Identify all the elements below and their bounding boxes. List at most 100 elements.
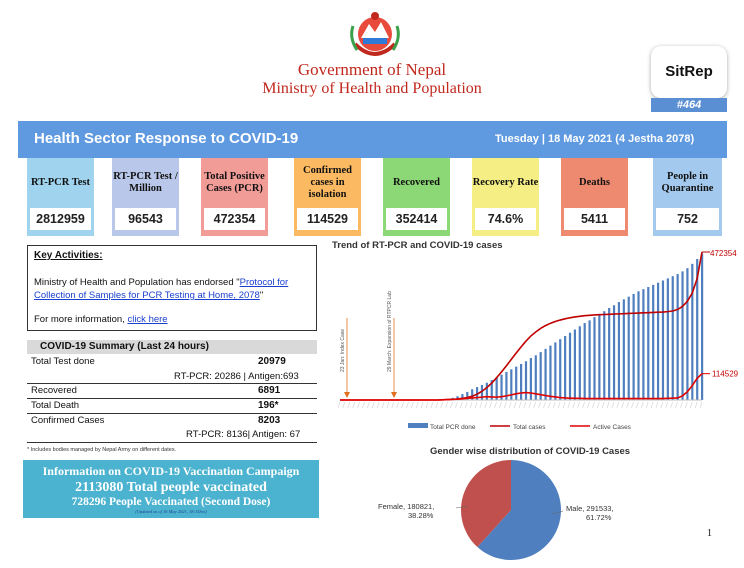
pcr-bar	[495, 377, 498, 400]
x-tick	[440, 401, 444, 409]
x-tick	[567, 401, 571, 409]
vaccination-second-dose: 728296 People Vaccinated (Second Dose)	[71, 496, 271, 508]
x-tick	[641, 401, 644, 409]
x-tick	[699, 401, 703, 409]
ka-text-before: Ministry of Health and Population has en…	[34, 277, 240, 288]
title-banner	[18, 121, 727, 158]
x-tick	[430, 401, 434, 409]
stat-card-value: 2812959	[30, 208, 91, 230]
pcr-bar	[696, 258, 699, 400]
pcr-bar	[583, 323, 586, 400]
stat-card: Recovery Rate 74.6%	[472, 158, 539, 236]
total-test-breakdown: RT-PCR: 20286 | Antigen:693	[174, 371, 299, 382]
pcr-bar	[564, 335, 567, 400]
pcr-bar	[647, 286, 650, 400]
x-tick	[587, 401, 590, 409]
divider	[27, 442, 317, 443]
x-tick	[557, 401, 561, 409]
x-tick	[577, 401, 580, 409]
pcr-bar	[534, 355, 537, 400]
stat-card: Deaths 5411	[561, 158, 628, 236]
pcr-bar	[627, 296, 630, 400]
pcr-bar	[598, 313, 601, 400]
stat-card: Confirmed cases in isolation 114529	[294, 158, 361, 236]
x-tick	[650, 401, 654, 409]
banner-title: Health Sector Response to COVID-19	[34, 130, 299, 147]
sitrep-label: SitRep	[665, 63, 713, 80]
pcr-bar	[510, 369, 513, 400]
pcr-bar	[515, 366, 518, 400]
male-label: Male, 291533,	[566, 504, 614, 513]
annotation-label: 29 March: Expansion of RTPCR Lab	[387, 291, 393, 372]
more-info-text: For more information, click here	[34, 314, 168, 325]
x-tick	[621, 401, 625, 409]
x-tick	[523, 401, 527, 409]
divider	[27, 413, 317, 414]
legend-label-active: Active Cases	[593, 424, 632, 431]
vaccination-total: 2113080 Total people vaccinated	[75, 480, 267, 495]
pcr-bar	[549, 345, 552, 400]
pcr-bar	[676, 274, 679, 400]
pcr-bar	[485, 382, 488, 400]
pcr-bar	[461, 394, 464, 400]
pcr-bar	[505, 372, 508, 400]
x-tick	[401, 401, 404, 409]
confirmed-label: Confirmed Cases	[27, 415, 317, 426]
x-tick	[337, 401, 341, 409]
x-tick	[347, 401, 351, 409]
x-tick	[376, 401, 380, 409]
legend-label-total: Total cases	[513, 424, 546, 431]
pcr-bar	[466, 391, 469, 400]
x-tick	[508, 401, 512, 409]
x-tick	[518, 401, 522, 409]
summary-footnote: * Includes bodies managed by Nepal Army …	[27, 447, 177, 453]
confirmed-breakdown: RT-PCR: 8136| Antigen: 67	[186, 429, 301, 440]
vaccination-box: Information on COVID-19 Vaccination Camp…	[23, 460, 319, 518]
x-tick	[533, 401, 536, 409]
x-tick	[528, 401, 532, 409]
female-percent: 38.28%	[408, 511, 434, 520]
stat-card-value: 752	[656, 208, 719, 230]
stat-card-label: Total Positive Cases (PCR)	[204, 171, 265, 194]
x-tick	[670, 401, 673, 409]
protocol-link[interactable]: Protocol for Collection of Samples for P…	[34, 277, 289, 301]
stat-card-label: Confirmed cases in isolation	[303, 165, 352, 200]
pcr-bar	[456, 396, 459, 400]
x-tick	[371, 401, 375, 409]
pcr-bar	[637, 291, 640, 400]
annotation-arrowhead	[391, 392, 397, 398]
more-info-prefix: For more information,	[34, 314, 128, 325]
x-tick	[484, 401, 488, 409]
pcr-bar	[593, 317, 596, 400]
death-label-text: Total Death	[31, 400, 80, 411]
pcr-bar	[666, 278, 669, 400]
x-tick	[445, 401, 448, 409]
x-tick	[499, 401, 502, 409]
stat-card-label: Recovered	[392, 177, 441, 188]
x-tick	[636, 401, 639, 409]
pcr-bar	[603, 311, 606, 400]
ministry-title: Ministry of Health and Population	[262, 80, 482, 97]
x-tick	[386, 401, 390, 409]
stat-card: People in Quarantine 752	[653, 158, 722, 236]
x-tick	[362, 401, 365, 409]
x-tick	[655, 401, 659, 409]
x-tick	[420, 401, 424, 409]
trend-chart: 23 Jan: Index Case 29 March: Expansion of…	[337, 250, 739, 431]
click-here-link[interactable]: click here	[127, 314, 168, 325]
x-tick	[582, 401, 585, 409]
recovered-label: Recovered	[27, 385, 317, 396]
male-percent: 61.72%	[586, 513, 612, 522]
x-tick	[675, 401, 678, 409]
x-tick	[552, 401, 556, 409]
x-tick	[435, 401, 439, 409]
x-tick	[455, 401, 458, 409]
pcr-bar	[612, 305, 616, 400]
stat-card-label: RT-PCR Test	[30, 177, 91, 188]
x-tick	[367, 401, 370, 409]
male-leader	[551, 510, 564, 515]
pcr-bar	[471, 389, 474, 400]
x-tick	[538, 401, 541, 409]
pcr-bar	[539, 352, 542, 400]
x-tick	[474, 401, 478, 409]
